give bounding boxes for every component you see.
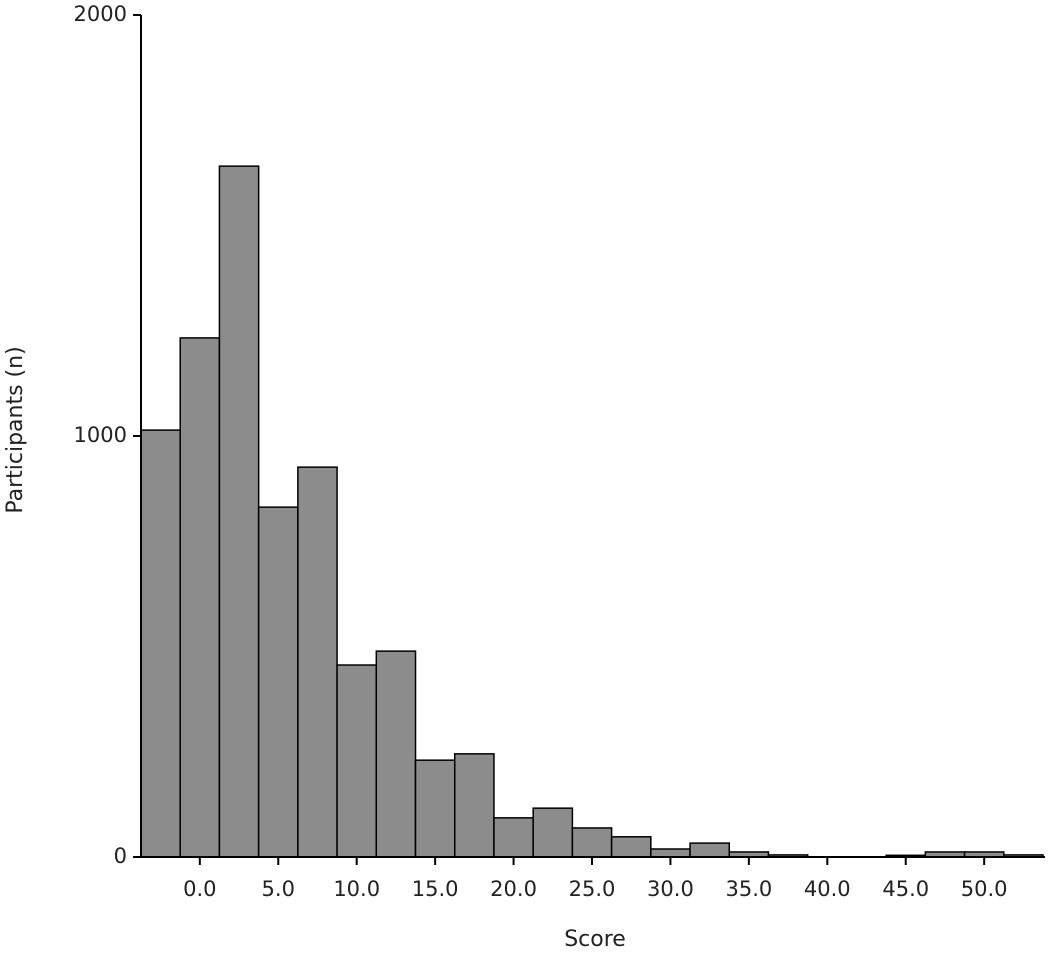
bar — [571, 827, 613, 858]
y-axis-title: Participants (n) — [3, 346, 28, 513]
bar — [610, 836, 652, 858]
bar — [218, 165, 260, 858]
bar — [375, 650, 417, 858]
bar — [257, 506, 299, 858]
x-tick-label: 5.0 — [262, 877, 295, 901]
bar — [453, 753, 495, 858]
x-tick-label: 10.0 — [333, 877, 380, 901]
bar — [650, 848, 691, 858]
x-tick-label: 50.0 — [961, 877, 1008, 901]
bar — [493, 817, 534, 858]
y-tick-label: 0 — [114, 844, 127, 868]
x-tick-label: 15.0 — [412, 877, 459, 901]
x-tick-label: 45.0 — [882, 877, 929, 901]
x-axis-title: Score — [564, 927, 626, 952]
bar — [689, 842, 731, 858]
x-tick-label: 25.0 — [569, 877, 616, 901]
bar — [140, 429, 181, 858]
x-tick-label: 20.0 — [490, 877, 537, 901]
bar — [414, 759, 456, 858]
x-tick-label: 0.0 — [183, 877, 216, 901]
x-tick-label: 40.0 — [804, 877, 851, 901]
bar — [336, 664, 378, 858]
y-tick-label: 2000 — [74, 2, 127, 26]
x-tick-label: 30.0 — [647, 877, 694, 901]
x-tick-label: 35.0 — [725, 877, 772, 901]
bar — [532, 807, 574, 858]
bar — [179, 337, 221, 858]
bar — [297, 466, 338, 858]
y-tick-label: 1000 — [74, 423, 127, 447]
